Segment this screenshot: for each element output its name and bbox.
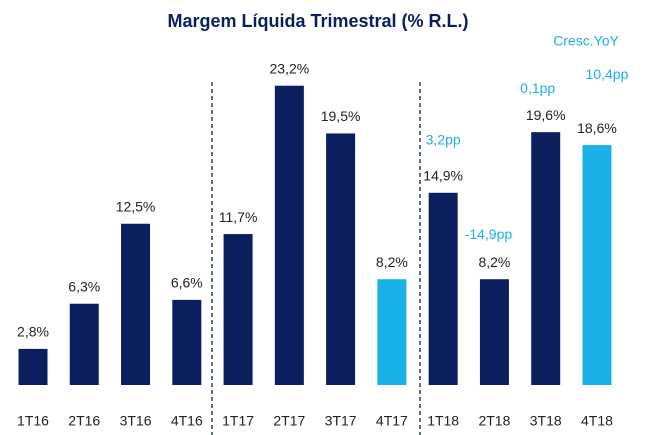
value-label: 6,3%: [68, 278, 100, 294]
x-tick-label: 2T16: [68, 413, 100, 429]
chart-title: Margem Líquida Trimestral (% R.L.): [167, 11, 468, 31]
x-tick-label: 2T18: [478, 413, 510, 429]
yoy-value-label: 3,2pp: [426, 131, 461, 147]
bar: [377, 279, 407, 385]
value-label: 12,5%: [116, 198, 156, 214]
yoy-value-label: 0,1pp: [520, 80, 555, 96]
value-label: 14,9%: [423, 167, 463, 183]
x-tick-label: 1T17: [222, 413, 254, 429]
bar: [531, 132, 561, 385]
value-label: 8,2%: [376, 254, 408, 270]
bar: [18, 348, 48, 385]
value-label: 2,8%: [17, 324, 49, 340]
value-label: 6,6%: [171, 275, 203, 291]
yoy-label: Cresc.YoY: [553, 33, 619, 49]
value-label: 8,2%: [478, 254, 510, 270]
bar: [326, 133, 356, 385]
x-tick-label: 1T16: [17, 413, 49, 429]
bar: [223, 234, 253, 385]
x-tick-label: 4T17: [376, 413, 408, 429]
x-tick-label: 2T17: [273, 413, 305, 429]
yoy-value-label: 10,4pp: [586, 66, 629, 82]
value-label: 23,2%: [269, 60, 309, 76]
bar: [428, 192, 458, 385]
bar: [582, 145, 612, 385]
bar: [172, 299, 202, 385]
value-label: 18,6%: [577, 120, 617, 136]
x-tick-label: 3T18: [530, 413, 562, 429]
bar: [274, 85, 304, 385]
yoy-value-label: -14,9pp: [465, 226, 513, 242]
bar: [69, 303, 99, 385]
x-tick-label: 4T18: [581, 413, 613, 429]
bar: [479, 279, 509, 385]
x-tick-label: 4T16: [171, 413, 203, 429]
value-label: 19,5%: [321, 108, 361, 124]
value-label: 11,7%: [219, 209, 258, 225]
x-tick-label: 1T18: [427, 413, 459, 429]
x-tick-label: 3T16: [120, 413, 152, 429]
bar: [121, 223, 151, 385]
value-label: 19,6%: [526, 107, 566, 123]
x-tick-label: 3T17: [325, 413, 357, 429]
